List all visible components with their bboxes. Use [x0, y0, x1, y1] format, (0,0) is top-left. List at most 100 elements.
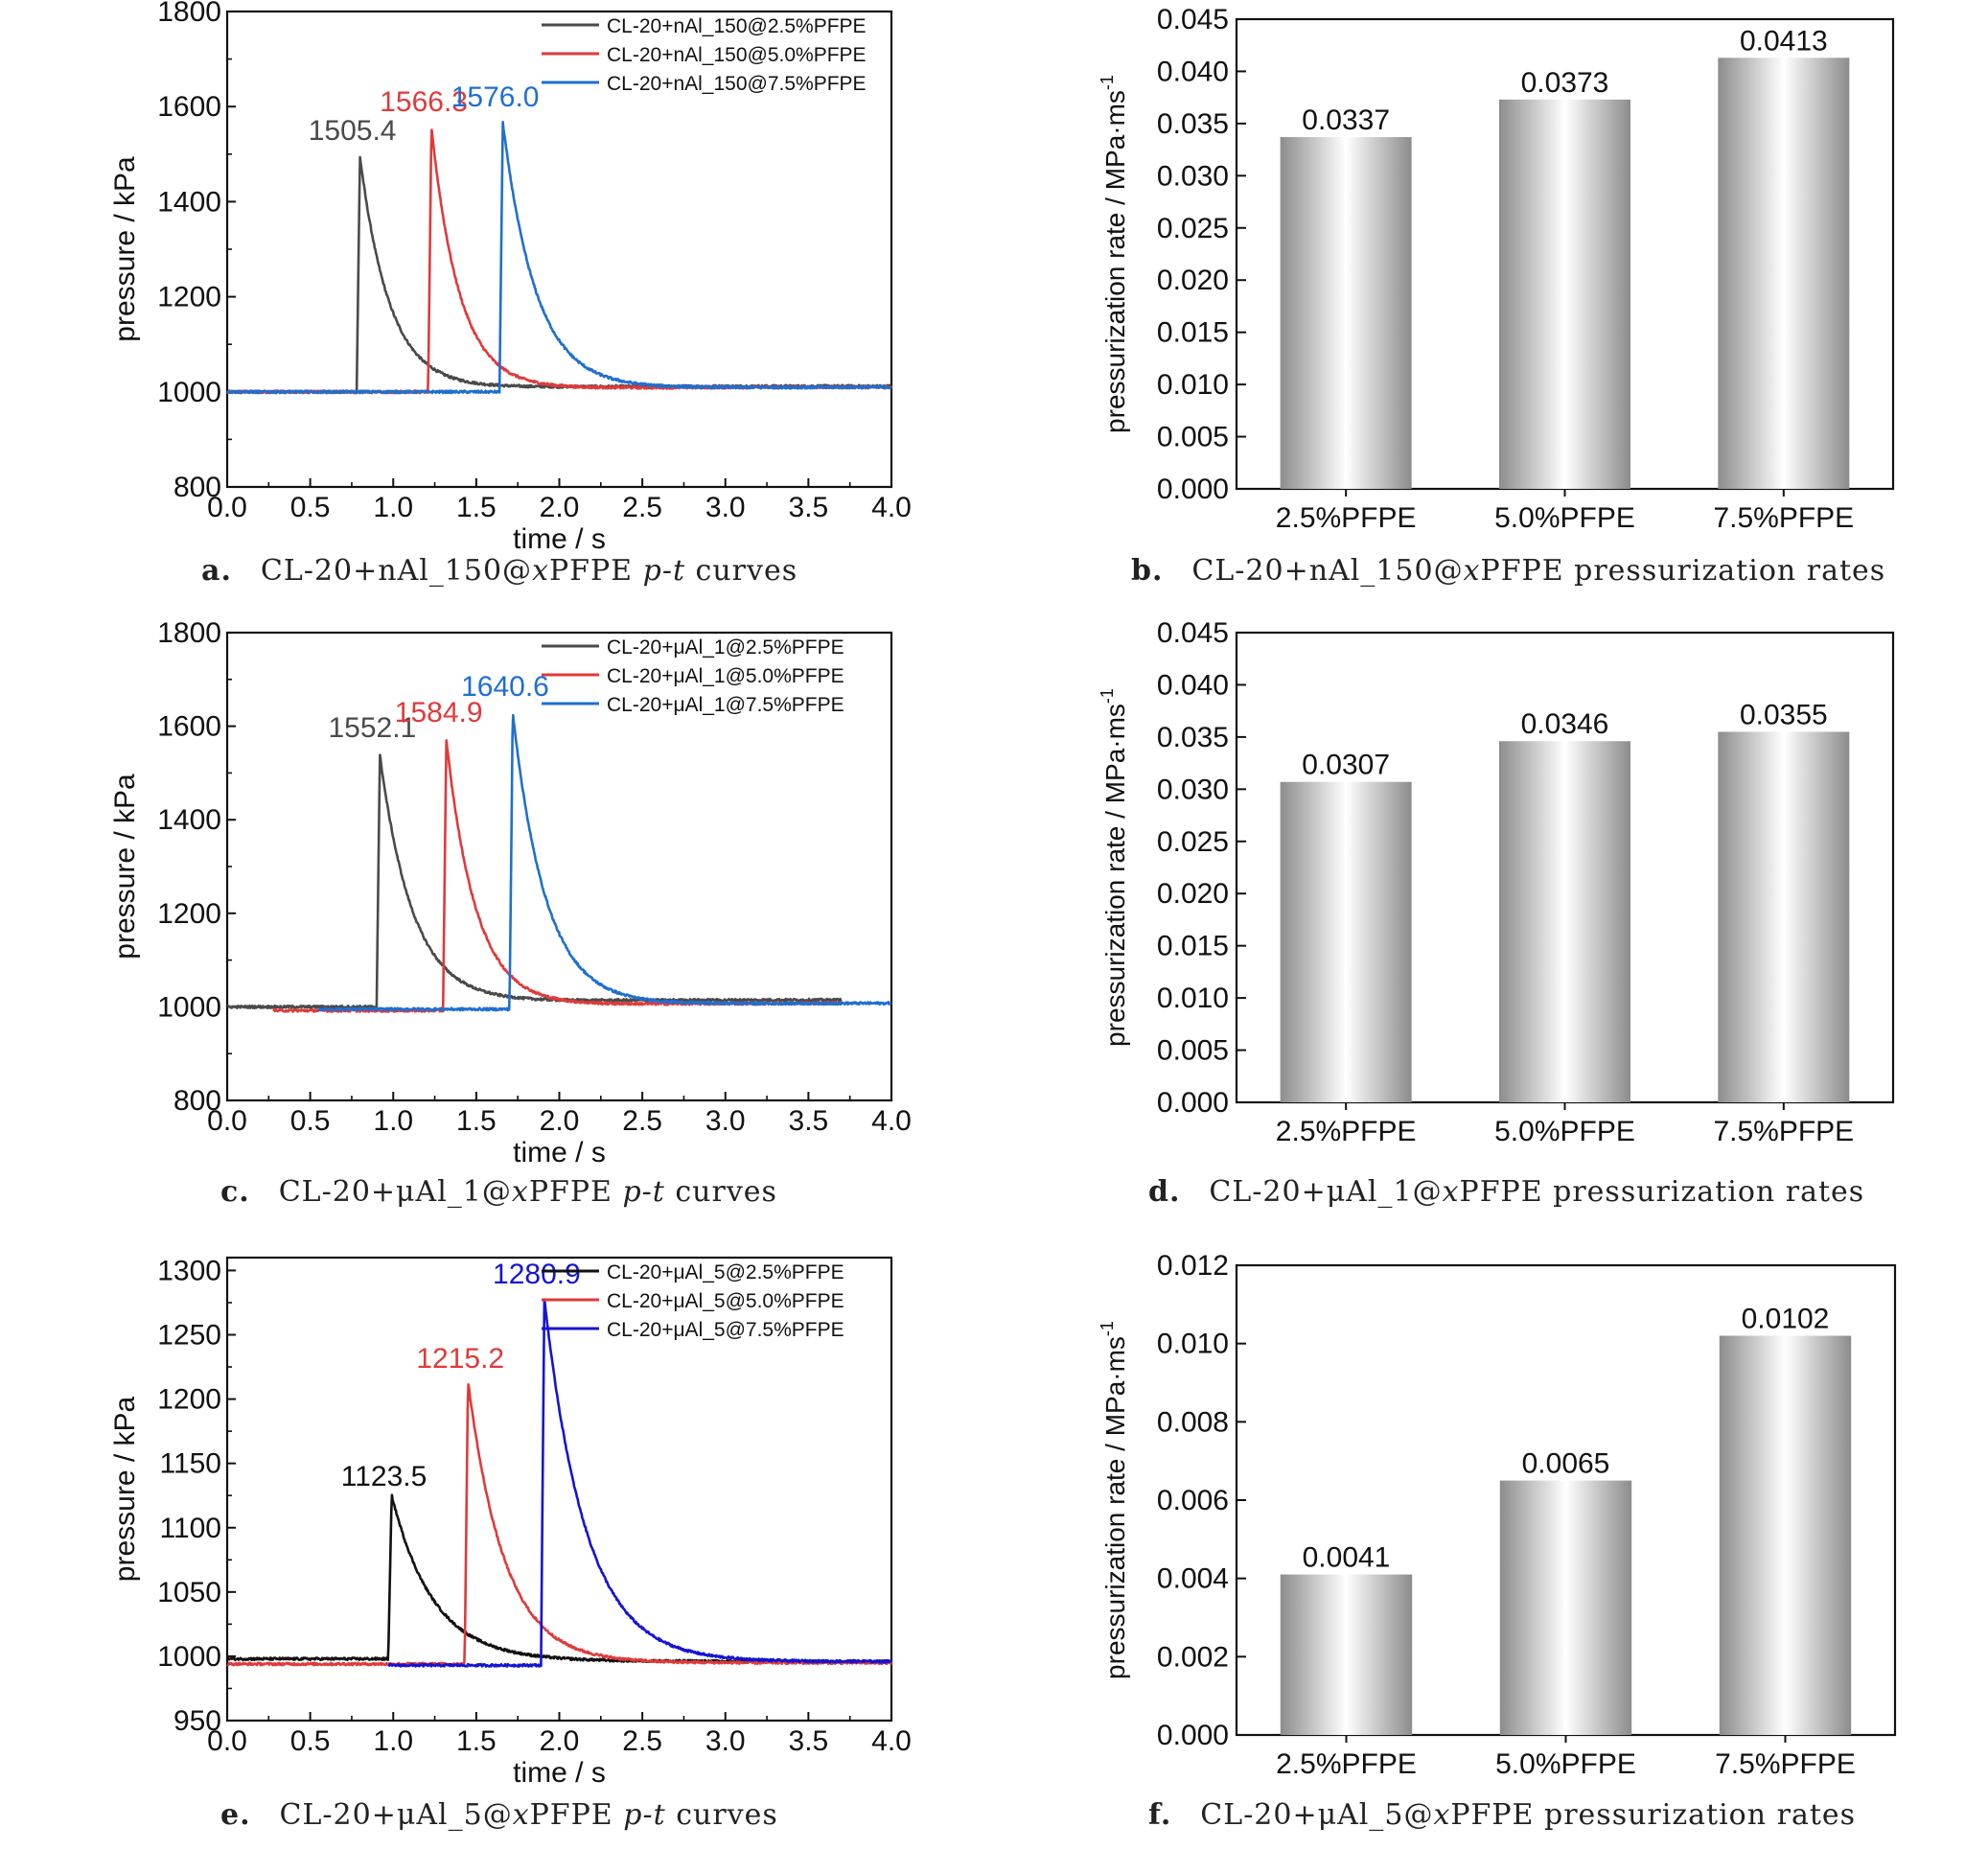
series-line-3	[387, 1298, 892, 1668]
y-tick-label: 0.000	[1157, 1720, 1229, 1751]
x-category-label: 7.5%PFPE	[1713, 1116, 1854, 1147]
y-tick-label: 1400	[157, 186, 221, 218]
y-tick-label: 0.020	[1157, 878, 1229, 910]
legend-label-1: CL-20+μAl_5@2.5%PFPE	[607, 1261, 844, 1283]
bar-value-label: 0.0337	[1302, 104, 1390, 136]
caption-a: a. CL-20+nAl_150@xPFPE p-t curves	[201, 554, 798, 588]
y-axis-title-main: pressurization rate / MPa·ms	[1100, 1336, 1130, 1679]
y-tick-label: 0.025	[1157, 826, 1229, 858]
bar-1	[1280, 781, 1412, 1102]
bar-value-label: 0.0346	[1521, 708, 1609, 740]
y-axis-title: pressurization rate / MPa·ms-1	[1098, 688, 1130, 1047]
y-tick-label: 800	[173, 1085, 221, 1117]
series-line-2	[226, 128, 892, 395]
y-tick-label: 0.006	[1157, 1485, 1229, 1516]
y-tick-label: 1150	[159, 1448, 221, 1480]
y-tick-label: 0.030	[1157, 774, 1229, 805]
y-tick-label: 1200	[157, 898, 221, 930]
bar-2	[1499, 99, 1630, 489]
series-line-1	[225, 155, 892, 395]
y-axis-title-main: pressurization rate / MPa·ms	[1100, 704, 1130, 1047]
x-axis-title: time / s	[513, 523, 606, 555]
y-tick-label: 0.045	[1157, 4, 1229, 35]
legend-label-3: CL-20+nAl_150@7.5%PFPE	[607, 73, 867, 95]
peak-label-3: 1576.0	[451, 81, 540, 113]
y-tick-label: 0.010	[1157, 1329, 1229, 1360]
x-tick-label: 3.5	[789, 1105, 829, 1137]
y-axis-title-sup: -1	[1098, 75, 1117, 90]
peak-label-1: 1505.4	[309, 115, 397, 147]
x-tick-label: 1.0	[373, 1105, 413, 1137]
x-tick-label: 1.5	[456, 492, 497, 523]
x-tick-label: 0.0	[207, 1105, 247, 1137]
y-tick-label: 0.010	[1157, 983, 1229, 1014]
y-tick-label: 0.005	[1157, 1035, 1229, 1067]
series-line-3	[226, 121, 892, 395]
peak-label-2: 1584.9	[395, 697, 483, 728]
x-category-label: 2.5%PFPE	[1276, 1748, 1417, 1780]
y-tick-label: 1000	[157, 991, 221, 1023]
legend-label-3: CL-20+μAl_1@7.5%PFPE	[607, 694, 844, 716]
y-tick-label: 1200	[157, 1384, 221, 1416]
x-tick-label: 3.5	[789, 1725, 829, 1757]
bar-value-label: 0.0102	[1742, 1304, 1830, 1335]
chart-e-pt-curves: 0.0 0.5 1.0 1.5 2.0 2.5 3.0 3.5 4.0 950 1000 1050 11…	[109, 1255, 912, 1789]
bar-value-label: 0.0355	[1740, 699, 1828, 730]
y-tick-label: 800	[173, 472, 221, 503]
y-axis-title: pressurization rate / MPa·ms-1	[1098, 1321, 1130, 1679]
bar-value-label: 0.0307	[1302, 750, 1390, 781]
y-tick-label: 1050	[157, 1577, 221, 1608]
y-tick-label: 0.015	[1157, 931, 1229, 962]
x-tick-label: 3.0	[705, 492, 746, 523]
caption-f: f. CL-20+μAl_5@xPFPE pressurization rates	[1148, 1798, 1857, 1832]
y-tick-label: 1250	[157, 1320, 221, 1352]
x-tick-label: 0.5	[290, 1105, 331, 1137]
x-tick-label: 4.0	[871, 1725, 912, 1757]
peak-label-1: 1552.1	[329, 712, 417, 744]
x-tick-label: 1.5	[456, 1105, 497, 1137]
bar-2	[1499, 741, 1630, 1102]
x-tick-label: 4.0	[871, 1105, 912, 1137]
y-tick-label: 0.035	[1157, 722, 1229, 753]
y-axis-title: pressure / kPa	[109, 1396, 141, 1582]
y-tick-label: 0.025	[1157, 213, 1229, 244]
series-line-3	[317, 713, 892, 1012]
y-tick-label: 1800	[157, 617, 221, 649]
y-tick-label: 1600	[157, 711, 221, 743]
x-axis-title: time / s	[513, 1757, 606, 1789]
y-tick-label: 1800	[157, 0, 221, 28]
series-line-1	[226, 1493, 892, 1664]
chart-a-pt-curves: 0.0 0.5 1.0 1.5 2.0 2.5 3.0 3.5 4.0 800 1000 1200 14…	[109, 0, 912, 555]
x-tick-label: 0.5	[290, 492, 331, 523]
x-tick-label: 1.0	[373, 492, 413, 523]
bar-value-label: 0.0065	[1522, 1448, 1610, 1480]
x-axis-title: time / s	[513, 1137, 606, 1168]
chart-b-pressurization-rates: 0.000 0.005 0.010 0.015 0.020 0.025 0.030 0.035…	[1098, 4, 1895, 534]
legend-label-2: CL-20+μAl_5@5.0%PFPE	[607, 1290, 844, 1312]
y-tick-label: 1300	[157, 1255, 221, 1286]
x-tick-label: 3.0	[705, 1725, 746, 1757]
series-line-1	[226, 753, 843, 1009]
peak-label-3: 1640.6	[461, 671, 549, 703]
chart-f-pressurization-rates: 0.000 0.002 0.004 0.006 0.008 0.010 0.012 2.5%P…	[1098, 1250, 1897, 1780]
x-category-label: 5.0%PFPE	[1495, 1748, 1636, 1780]
y-tick-label: 1600	[157, 91, 221, 123]
bar-value-label: 0.0041	[1303, 1542, 1391, 1574]
x-category-label: 7.5%PFPE	[1713, 502, 1854, 534]
x-tick-label: 1.0	[373, 1725, 413, 1757]
x-tick-label: 2.5	[622, 1725, 662, 1757]
bar-1	[1280, 1574, 1413, 1735]
caption-b: b. CL-20+nAl_150@xPFPE pressurization rat…	[1131, 554, 1886, 588]
y-tick-label: 0.015	[1157, 317, 1229, 349]
y-tick-label: 0.000	[1157, 474, 1229, 505]
peak-label-1: 1123.5	[341, 1461, 428, 1492]
x-category-label: 5.0%PFPE	[1494, 502, 1635, 534]
x-tick-label: 4.0	[871, 492, 912, 523]
y-tick-label: 1100	[159, 1513, 221, 1544]
y-tick-label: 0.020	[1157, 265, 1229, 296]
x-tick-label: 2.5	[622, 1105, 662, 1137]
x-tick-label: 3.0	[705, 1105, 746, 1137]
x-category-label: 5.0%PFPE	[1494, 1116, 1635, 1147]
x-tick-label: 0.0	[207, 1725, 247, 1757]
y-tick-label: 0.010	[1157, 369, 1229, 401]
